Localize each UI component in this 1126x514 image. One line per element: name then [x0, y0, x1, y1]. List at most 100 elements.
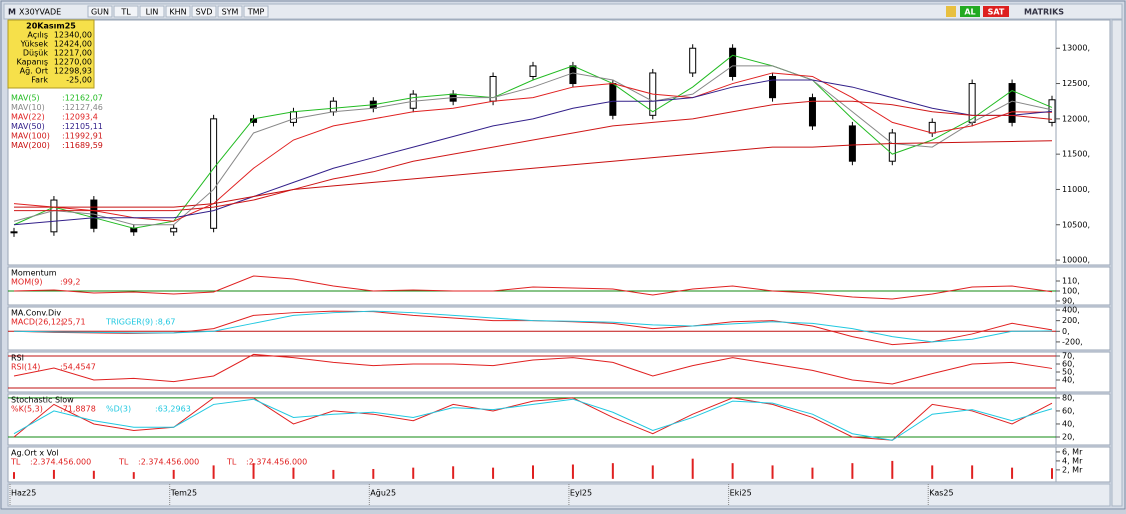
indicator-line: [13, 275, 1053, 300]
info-value: 12217,00: [54, 49, 92, 58]
legend-name: MACD(26,12): [11, 318, 64, 327]
volume-bar: [931, 465, 934, 479]
x-tick-label: Haz25: [11, 489, 36, 498]
buy-label[interactable]: AL: [964, 8, 975, 17]
volume-bar: [851, 463, 854, 479]
info-value: -25,00: [66, 76, 92, 85]
x-tick-label: Eyl25: [570, 489, 592, 498]
legend-name: RSI(14): [11, 363, 40, 372]
sell-label[interactable]: SAT: [988, 8, 1005, 17]
legend-name: TRIGGER(9): [105, 318, 153, 327]
volume-bar: [52, 469, 55, 479]
candle: [729, 47, 737, 77]
toolbar-button[interactable]: [243, 5, 269, 18]
toolbar-button[interactable]: [113, 5, 139, 18]
candle: [769, 75, 777, 99]
legend-name: TL: [10, 458, 21, 467]
y-tick-label: 10000,: [1062, 256, 1090, 265]
panel: [7, 266, 1111, 306]
y-tick-label: 10500,: [1062, 220, 1090, 229]
legend-value: :2.374.456.000: [138, 458, 199, 467]
y-tick-label: 6, Mr: [1062, 447, 1083, 456]
volume-bar: [252, 463, 255, 479]
y-tick-label: 80,: [1062, 393, 1075, 402]
info-label: Kapanış: [17, 58, 48, 67]
indicator-line: [13, 353, 1053, 385]
candle: [170, 227, 178, 233]
indicator-line: [13, 54, 1053, 229]
logo: M: [8, 8, 16, 17]
legend-name: MAV(50): [11, 122, 45, 131]
toolbar-button[interactable]: [191, 5, 217, 18]
x-tick-label: Eki25: [730, 489, 752, 498]
volume-bar: [651, 465, 654, 479]
legend-value: :11992,91: [62, 132, 103, 141]
volume-bar: [292, 467, 295, 479]
toolbar-button-label[interactable]: SYM: [222, 8, 239, 17]
symbol[interactable]: X30YVADE: [19, 8, 61, 17]
legend-name: MAV(100): [11, 132, 50, 141]
icon[interactable]: [946, 6, 956, 17]
candle: [210, 118, 218, 229]
y-tick-label: 70,: [1062, 352, 1075, 361]
toolbar-button-label[interactable]: LIN: [146, 8, 159, 17]
toolbar-button-label[interactable]: KHN: [169, 8, 186, 17]
indicator-line: [13, 397, 1053, 441]
toolbar-button[interactable]: [165, 5, 191, 18]
volume-bar: [212, 465, 215, 479]
legend-value: :71,8878: [60, 405, 96, 414]
legend-name: %D(3): [106, 405, 131, 414]
candle: [529, 65, 537, 77]
volume-bar: [891, 460, 894, 479]
info-label: Açılış: [27, 31, 48, 40]
info-value: 12424,00: [54, 40, 92, 49]
x-tick-label: Tem25: [170, 489, 197, 498]
legend-value: :12162,07: [62, 94, 103, 103]
indicator-line: [13, 65, 1053, 226]
y-tick-label: 110,: [1062, 277, 1080, 286]
toolbar-button[interactable]: [139, 5, 165, 18]
toolbar-button-label[interactable]: TMP: [247, 8, 265, 17]
candle: [1048, 99, 1056, 123]
candle: [609, 83, 617, 116]
legend-name: MAV(10): [11, 103, 45, 112]
info-value: 12340,00: [54, 31, 92, 40]
x-tick-label: Kas25: [929, 489, 953, 498]
toolbar-button-label[interactable]: TL: [120, 8, 131, 17]
indicator-line: [14, 140, 1053, 208]
volume-bar: [731, 463, 734, 479]
panel-title: MA.Conv.Div: [11, 309, 61, 318]
toolbar-button-label[interactable]: GUN: [91, 8, 109, 17]
volume-bar: [13, 472, 15, 479]
sell-button[interactable]: [983, 6, 1009, 17]
y-tick-label: 100,: [1062, 287, 1080, 296]
candle: [689, 47, 697, 74]
legend-name: %K(5,3): [11, 405, 43, 414]
legend-value: :99,2: [60, 278, 81, 287]
volume-bar: [811, 467, 814, 479]
toolbar-button-label[interactable]: SVD: [196, 8, 213, 17]
legend-name: TL: [226, 458, 237, 467]
volume-bar: [412, 467, 415, 479]
volume-bar: [691, 458, 694, 479]
legend-name: MOM(9): [11, 278, 42, 287]
panel-title: Stochastic Slow: [11, 396, 74, 405]
buy-button[interactable]: [960, 6, 980, 17]
candle: [1008, 83, 1016, 123]
volume-bar: [172, 469, 175, 479]
volume-bar: [332, 469, 335, 479]
legend-value: :54,4547: [60, 363, 96, 372]
y-tick-label: 40,: [1062, 376, 1075, 385]
scrollbar[interactable]: [1111, 19, 1123, 507]
volume-bar: [771, 465, 774, 479]
y-tick-label: 13000,: [1062, 44, 1090, 53]
toolbar-button[interactable]: [217, 5, 243, 18]
legend-value: :25,71: [60, 318, 86, 327]
legend-value: :2.374.456.000: [246, 458, 307, 467]
y-tick-label: 50,: [1062, 368, 1075, 377]
toolbar-button[interactable]: [87, 5, 113, 18]
y-tick-label: 90,: [1062, 297, 1075, 306]
info-box: [7, 19, 95, 89]
